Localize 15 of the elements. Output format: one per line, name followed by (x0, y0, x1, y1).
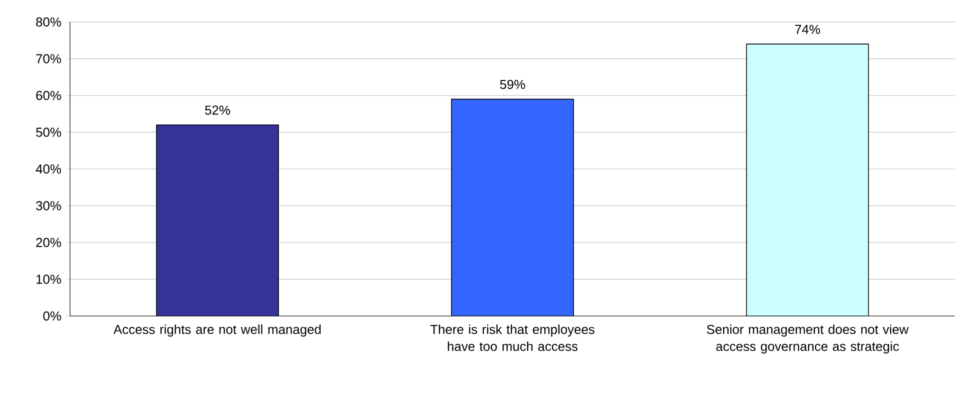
y-tick-label: 70% (36, 54, 62, 64)
y-tick-label: 10% (36, 274, 62, 284)
y-tick-label: 60% (36, 90, 62, 100)
x-tick-label: There is risk that employees have too much access (430, 324, 594, 351)
y-tick-label: 30% (36, 201, 62, 210)
y-tick-label: 50% (36, 128, 62, 137)
y-tick-label: 0% (43, 311, 62, 321)
y-tick-label: 20% (36, 238, 62, 248)
x-tick-label: Senior management does not view access governance as strategic (706, 324, 909, 354)
data-label: 52% (205, 106, 230, 115)
data-label: 59% (500, 80, 526, 90)
data-label: 74% (795, 24, 820, 34)
y-tick-label: 80% (36, 17, 62, 27)
x-tick-label: Access rights are not well managed (114, 324, 321, 337)
y-tick-label: 40% (36, 164, 62, 174)
